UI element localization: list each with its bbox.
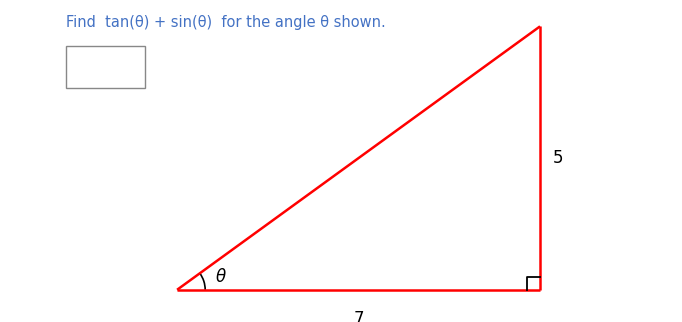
Text: 7: 7 xyxy=(353,310,364,322)
FancyBboxPatch shape xyxy=(66,46,145,88)
Text: Find  tan(θ) + sin(θ)  for the angle θ shown.: Find tan(θ) + sin(θ) for the angle θ sho… xyxy=(66,14,385,30)
Text: 5: 5 xyxy=(553,149,563,167)
Text: θ: θ xyxy=(216,268,226,286)
